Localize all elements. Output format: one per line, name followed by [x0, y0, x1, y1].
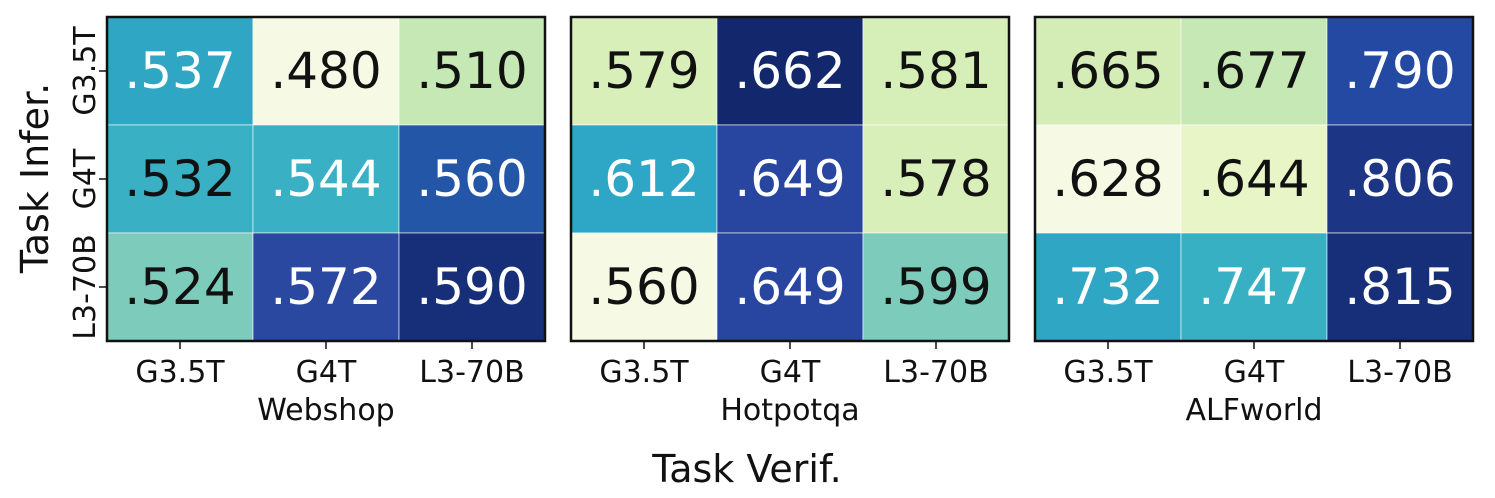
heatmap-cell-value: .510 [416, 42, 527, 100]
y-axis-label: Task Infer. [13, 83, 57, 274]
heatmap-cell [106, 16, 254, 126]
heatmap-cell [716, 124, 864, 234]
heatmap-cell [1326, 124, 1474, 234]
heatmap-cell [570, 124, 718, 234]
heatmap-cell [1034, 16, 1182, 126]
x-tick-label: L3-70B [1347, 355, 1452, 390]
heatmap-cell [862, 16, 1010, 126]
heatmap-cell [570, 232, 718, 342]
heatmap-cell-value: .581 [880, 42, 991, 100]
x-tick-label: G4T [760, 355, 821, 390]
heatmap-cell-value: .644 [1198, 150, 1309, 208]
x-tick-label: G4T [1224, 355, 1285, 390]
heatmap-cell [106, 232, 254, 342]
panel-title: Hotpotqa [720, 393, 859, 428]
y-tick-label: G3.5T [68, 26, 103, 116]
heatmap-cell-value: .815 [1344, 258, 1455, 316]
x-axis-label: Task Verif. [651, 447, 841, 491]
heatmap-cell-value: .662 [734, 42, 845, 100]
y-tick-label: G4T [68, 148, 103, 209]
heatmap-panels: .537 .480 .510 .532 .544 .560 .524 .572 .590 G3.5… [68, 15, 1475, 428]
heatmap-panel-alfworld: .665 .677 .790 .628 .644 .806 .732 .747 .815 G3.5… [1033, 15, 1475, 428]
heatmap-cell-value: .732 [1052, 258, 1163, 316]
x-tick-label: L3-70B [419, 355, 524, 390]
heatmap-cell-value: .806 [1344, 150, 1455, 208]
heatmap-cell [1326, 16, 1474, 126]
heatmap-cell-value: .480 [270, 42, 381, 100]
heatmap-cell [1180, 16, 1328, 126]
heatmap-cell-value: .665 [1052, 42, 1163, 100]
heatmap-cell-value: .572 [270, 258, 381, 316]
heatmap-cell [862, 232, 1010, 342]
heatmap-cell-value: .532 [124, 150, 235, 208]
heatmap-cell [252, 232, 400, 342]
heatmap-cell-value: .649 [734, 258, 845, 316]
heatmap-cell-value: .560 [588, 258, 699, 316]
heatmap-cell-value: .612 [588, 150, 699, 208]
panel-title: Webshop [257, 393, 394, 428]
x-tick-label: G3.5T [599, 355, 689, 390]
x-tick-label: G3.5T [1063, 355, 1153, 390]
heatmap-cell-value: .579 [588, 42, 699, 100]
heatmap-cell [252, 124, 400, 234]
heatmap-cell-value: .628 [1052, 150, 1163, 208]
heatmap-cell-value: .578 [880, 150, 991, 208]
x-tick-label: L3-70B [883, 355, 988, 390]
heatmap-cell [252, 16, 400, 126]
heatmap-cell-value: .599 [880, 258, 991, 316]
heatmap-cell [106, 124, 254, 234]
heatmap-cell [862, 124, 1010, 234]
y-tick-label: L3-70B [68, 234, 103, 339]
heatmap-cell-value: .524 [124, 258, 235, 316]
heatmap-cell [1180, 232, 1328, 342]
heatmap-cell-value: .790 [1344, 42, 1455, 100]
panel-title: ALFworld [1185, 393, 1322, 428]
heatmap-cell [716, 16, 864, 126]
heatmap-cell-value: .544 [270, 150, 381, 208]
heatmap-cell [1326, 232, 1474, 342]
heatmap-cell-value: .677 [1198, 42, 1309, 100]
heatmap-cell-value: .560 [416, 150, 527, 208]
heatmap-panel-hotpotqa: .579 .662 .581 .612 .649 .578 .560 .649 .599 G3.5… [569, 15, 1011, 428]
heatmap-cell [398, 124, 546, 234]
x-tick-label: G3.5T [135, 355, 225, 390]
heatmap-panel-webshop: .537 .480 .510 .532 .544 .560 .524 .572 .590 G3.5… [68, 15, 547, 428]
heatmap-cell-value: .590 [416, 258, 527, 316]
heatmap-cell-value: .537 [124, 42, 235, 100]
heatmap-cell-value: .649 [734, 150, 845, 208]
heatmap-cell [1180, 124, 1328, 234]
heatmap-cell [716, 232, 864, 342]
x-tick-label: G4T [296, 355, 357, 390]
heatmap-cell-value: .747 [1198, 258, 1309, 316]
heatmap-cell [1034, 124, 1182, 234]
